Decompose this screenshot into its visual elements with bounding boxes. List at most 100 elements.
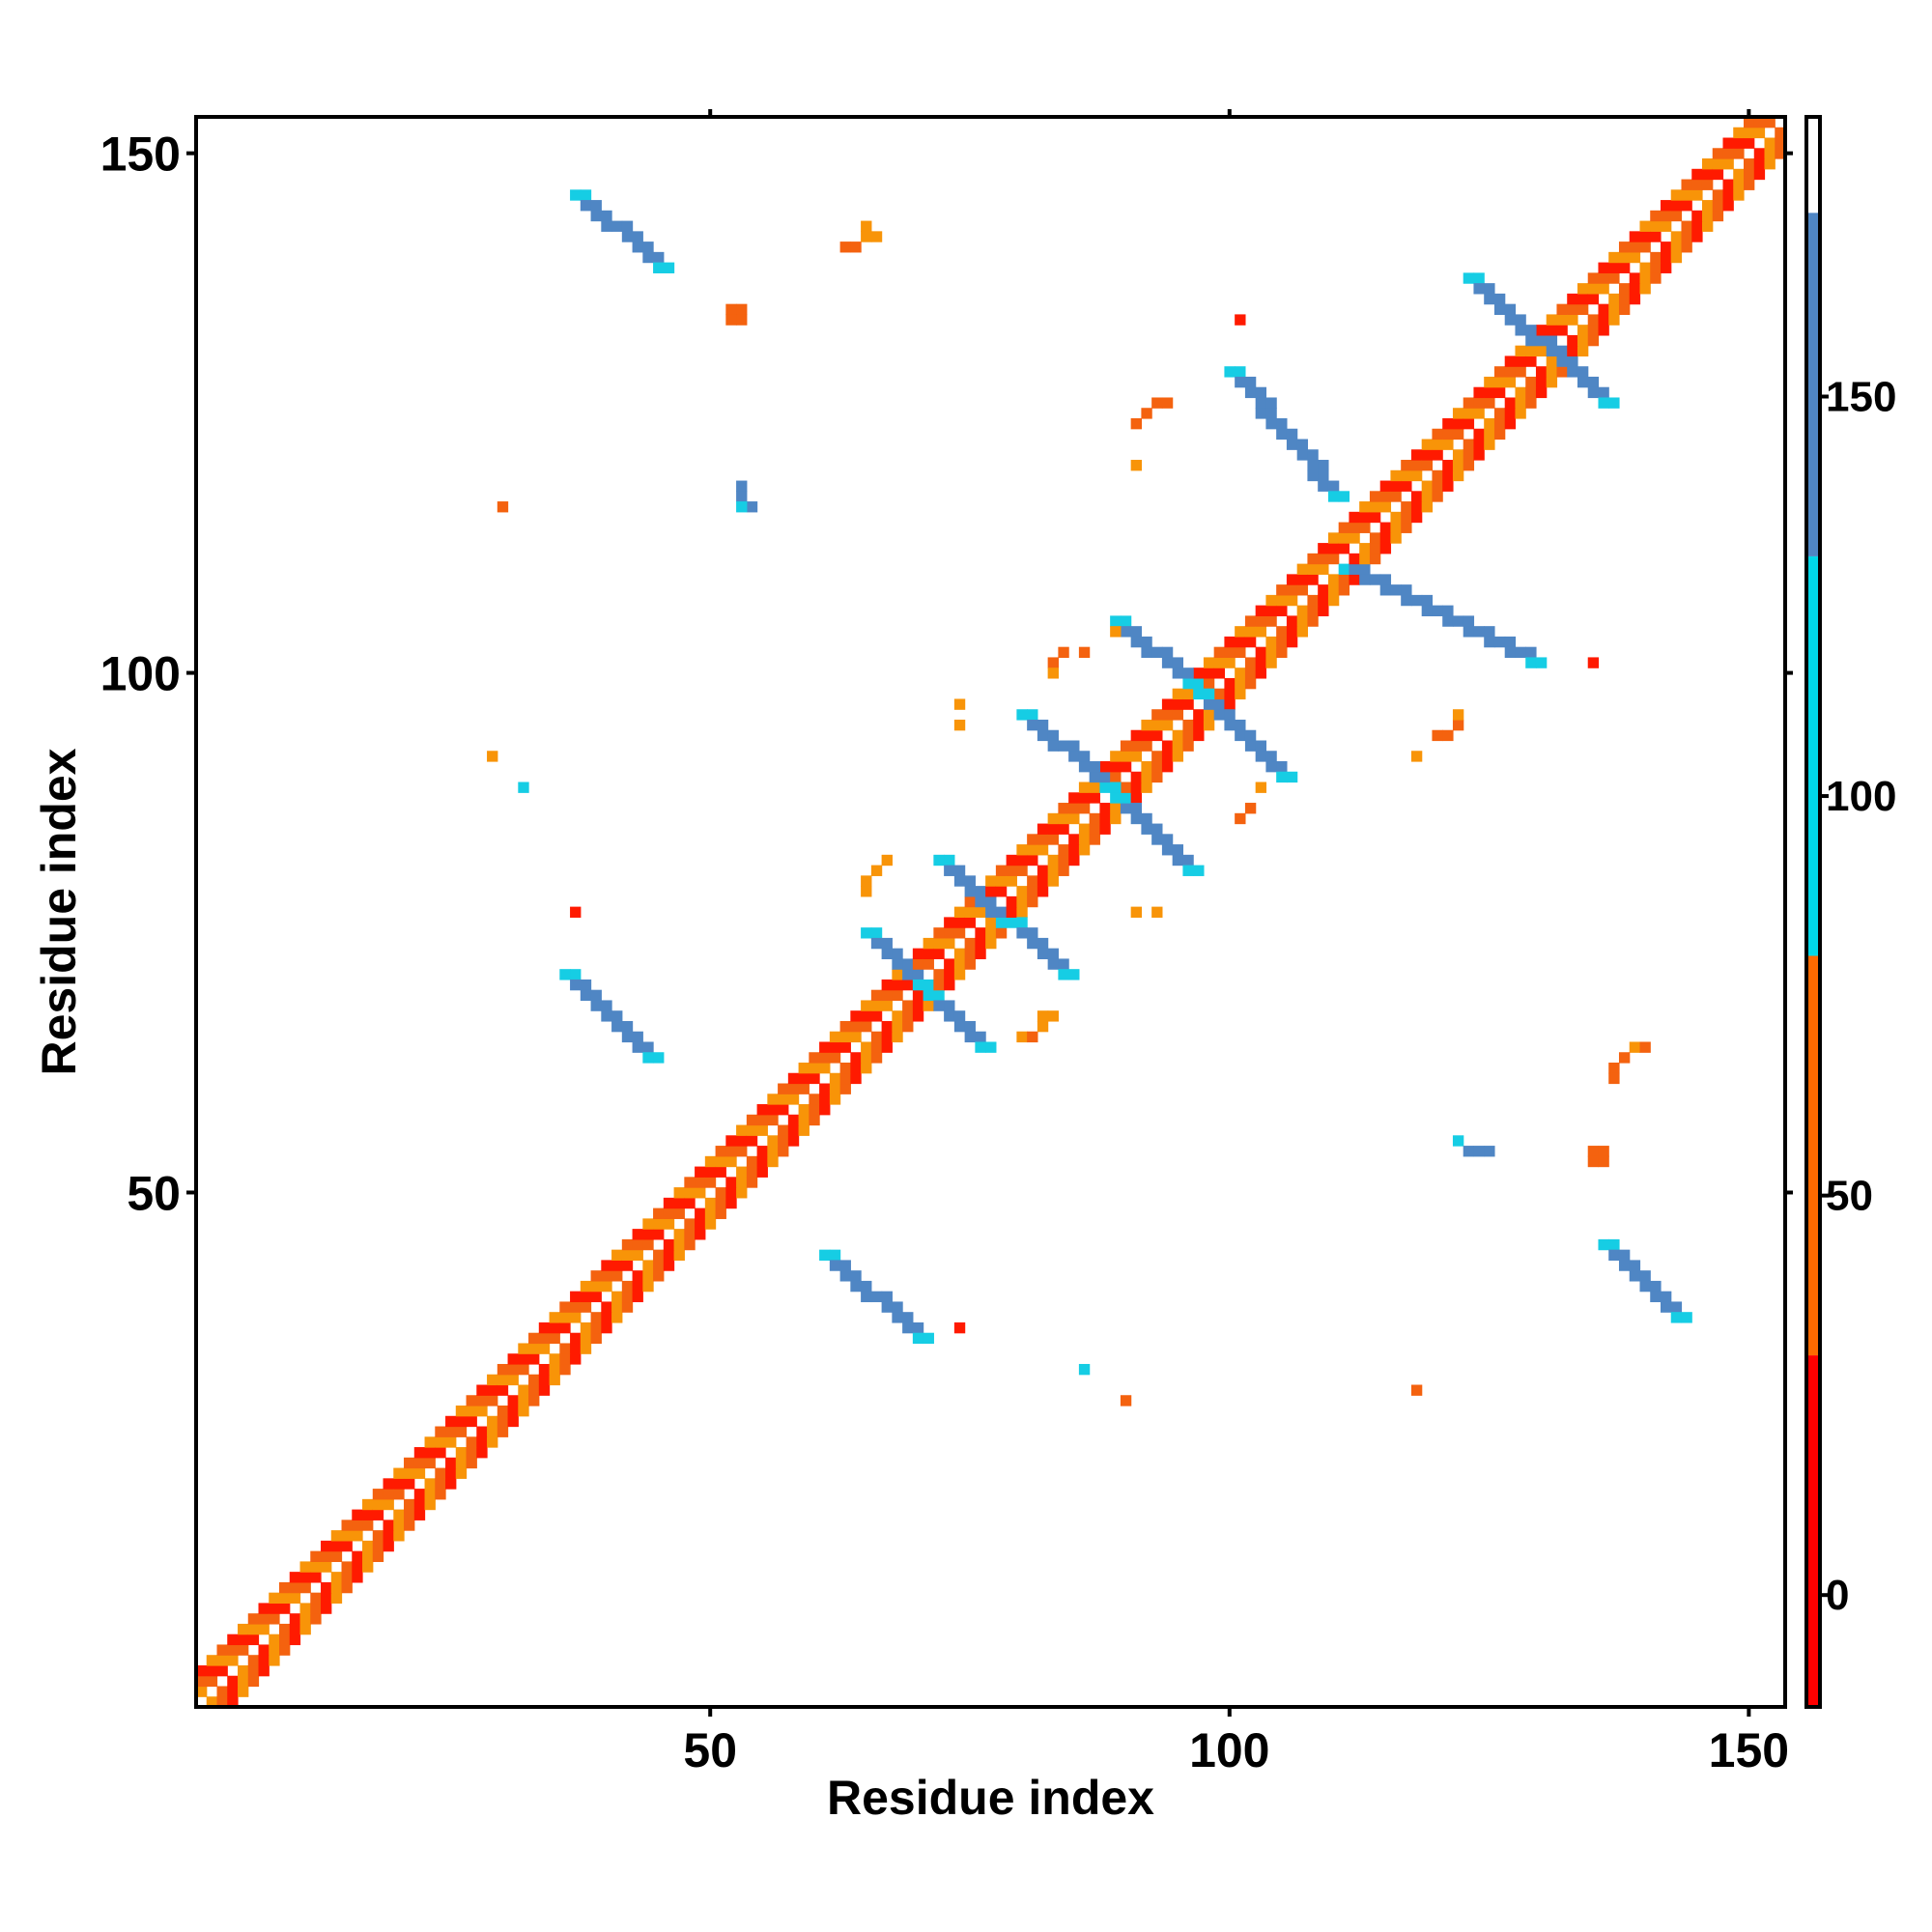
heatmap-cell [1099, 761, 1111, 773]
heatmap-cell [424, 1436, 436, 1448]
heatmap-cell [1681, 242, 1692, 253]
heatmap-cell [455, 1447, 468, 1459]
heatmap-cell [953, 875, 966, 887]
heatmap-cell [902, 1010, 914, 1022]
heatmap-cell [321, 1581, 332, 1594]
heatmap-cell [1037, 729, 1049, 742]
heatmap-cell [1265, 605, 1277, 616]
heatmap-cell [767, 1094, 779, 1105]
heatmap-cell [1608, 1249, 1620, 1261]
heatmap-cell [590, 1000, 602, 1011]
heatmap-cell [424, 1447, 436, 1459]
heatmap-cell [1027, 709, 1038, 721]
heatmap-cell [1629, 231, 1641, 242]
heatmap-cell [1639, 1041, 1651, 1053]
heatmap-cell [953, 906, 966, 918]
heatmap-cell [1224, 646, 1236, 659]
heatmap-cell [1161, 657, 1174, 668]
y-tick-label: 150 [100, 128, 181, 182]
heatmap-cell [279, 1623, 291, 1635]
heatmap-cell [933, 979, 945, 991]
heatmap-cell [383, 1498, 394, 1511]
heatmap-cell [1421, 501, 1434, 513]
heatmap-cell [653, 262, 665, 273]
heatmap-cell [736, 1124, 748, 1136]
heatmap-cell [330, 1550, 343, 1562]
heatmap-cell [1224, 636, 1236, 648]
heatmap-cell [1027, 875, 1038, 887]
heatmap-cell [798, 1114, 810, 1126]
heatmap-cell [1432, 480, 1443, 492]
heatmap-cell [695, 1218, 706, 1230]
heatmap-cell [1660, 242, 1672, 253]
heatmap-cell [1546, 314, 1558, 326]
heatmap-cell [1058, 958, 1069, 970]
heatmap-cell [663, 1238, 675, 1251]
heatmap-cell [1743, 179, 1755, 190]
heatmap-cell [1151, 906, 1163, 918]
heatmap-cell [632, 1249, 643, 1261]
heatmap-cell [372, 1540, 384, 1552]
heatmap-cell [476, 1436, 488, 1448]
heatmap-cell [1276, 646, 1288, 659]
heatmap-cell [1504, 408, 1517, 419]
colorbar: 0 50 100 150 [1804, 115, 1896, 1709]
heatmap-cell [1410, 511, 1423, 524]
heatmap-cell [1484, 428, 1495, 440]
heatmap-cell [372, 1550, 384, 1562]
heatmap-cell [1608, 1062, 1620, 1074]
heatmap-cell [227, 1675, 239, 1688]
heatmap-cell [995, 927, 1008, 939]
heatmap-cell [258, 1644, 270, 1656]
heatmap-cell [1359, 553, 1371, 565]
heatmap-cell [829, 1083, 841, 1094]
heatmap-cell [1639, 262, 1651, 273]
heatmap-cell [1078, 1363, 1091, 1376]
heatmap-cell [1608, 397, 1620, 409]
heatmap-cell [1047, 812, 1059, 825]
heatmap-cell [1359, 501, 1371, 513]
heatmap-cell [1235, 812, 1246, 825]
heatmap-cell [1618, 283, 1631, 295]
heatmap-cell [1327, 532, 1340, 544]
heatmap-cell [1130, 636, 1142, 648]
heatmap-cell [1235, 366, 1246, 378]
heatmap-cell [1733, 137, 1745, 149]
heatmap-cell [413, 1509, 426, 1520]
heatmap-cell [1691, 189, 1703, 201]
heatmap-cell [206, 1664, 218, 1677]
heatmap-cell [330, 1530, 343, 1542]
heatmap-cell [1618, 1052, 1631, 1064]
heatmap-cell [1484, 626, 1495, 638]
heatmap-cell [559, 1321, 571, 1334]
heatmap-cell [1764, 117, 1776, 128]
heatmap-cell [923, 937, 934, 950]
heatmap-cell [1120, 761, 1132, 773]
heatmap-cell [861, 1052, 872, 1064]
heatmap-cell [839, 1270, 851, 1282]
heatmap-cell [756, 1104, 768, 1116]
heatmap-cell [673, 1187, 685, 1199]
heatmap-cell [902, 979, 914, 991]
heatmap-cell [1047, 834, 1059, 845]
heatmap-cell [632, 1270, 643, 1282]
heatmap-cell [1016, 895, 1028, 908]
heatmap-cell [1235, 636, 1246, 648]
heatmap-cell [1701, 200, 1714, 212]
heatmap-cell [985, 1041, 997, 1053]
heatmap-cell [953, 958, 966, 970]
heatmap-cell [725, 314, 737, 326]
heatmap-cell [1307, 469, 1319, 482]
heatmap-cell [1172, 688, 1183, 700]
heatmap-cell [1047, 657, 1059, 668]
heatmap-cell [1390, 522, 1402, 533]
heatmap-cell [767, 1114, 779, 1126]
heatmap-cell [892, 1312, 903, 1323]
heatmap-cell [621, 1280, 634, 1293]
heatmap-cell [1660, 1291, 1672, 1303]
heatmap-cell [1235, 646, 1246, 659]
heatmap-cell [466, 1406, 477, 1417]
heatmap-cell [953, 917, 966, 928]
heatmap-cell [1265, 646, 1277, 659]
heatmap-cell [1265, 761, 1277, 773]
